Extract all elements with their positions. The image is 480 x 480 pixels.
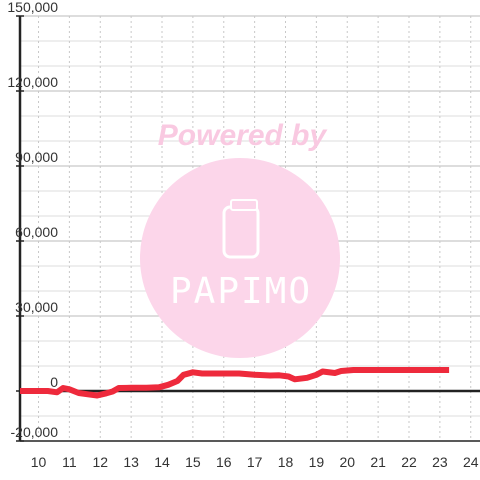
series-line (20, 367, 450, 399)
watermark: Powered by PAPIMO (140, 119, 340, 358)
x-tick-label: 12 (92, 454, 108, 470)
y-tick-label: -20,000 (11, 424, 59, 440)
x-tick-label: 10 (31, 454, 47, 470)
y-tick-label: 60,000 (15, 224, 58, 240)
y-tick-label: 150,000 (7, 0, 58, 15)
x-tick-label: 18 (278, 454, 294, 470)
x-tick-label: 22 (401, 454, 417, 470)
x-tick-label: 19 (309, 454, 325, 470)
x-tick-label: 20 (339, 454, 355, 470)
watermark-powered-by: Powered by (158, 119, 328, 152)
y-tick-label: 90,000 (15, 149, 58, 165)
x-tick-label: 23 (432, 454, 448, 470)
x-tick-label: 21 (370, 454, 386, 470)
x-tick-label: 17 (247, 454, 263, 470)
x-tick-label: 15 (185, 454, 201, 470)
x-tick-label: 16 (216, 454, 232, 470)
x-tick-label: 14 (154, 454, 170, 470)
phone-icon (222, 199, 260, 259)
y-tick-labels: -20,000 0 30,000 60,000 90,000 120,000 150,000 (7, 0, 58, 440)
watermark-brand: PAPIMO (170, 271, 312, 312)
vertical-gridlines (38, 16, 472, 441)
series-layer (20, 367, 450, 399)
x-tick-label: 24 (463, 454, 479, 470)
y-tick-label: 120,000 (7, 74, 58, 90)
x-tick-label: 13 (123, 454, 139, 470)
x-tick-labels: 10 11 12 13 14 15 16 17 18 19 20 21 22 23 24 (31, 454, 479, 470)
x-tick-label: 11 (62, 454, 77, 470)
y-tick-label: 0 (50, 374, 58, 390)
axes (16, 15, 480, 442)
y-tick-label: 30,000 (15, 299, 58, 315)
